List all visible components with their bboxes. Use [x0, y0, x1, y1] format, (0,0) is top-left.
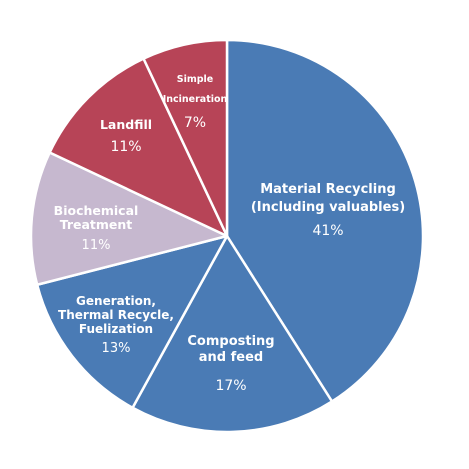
slice-category-label: Incineration	[163, 94, 228, 105]
pie-slice	[29, 151, 229, 286]
pie-labels: Material Recycling (Including valuables) 4…	[54, 74, 405, 394]
pie-slices	[29, 38, 425, 434]
slice-category-label: Composting	[187, 334, 274, 349]
slice-category-label: Thermal Recycle,	[58, 308, 174, 322]
slice-percent-label: 13%	[102, 341, 131, 356]
pie-slice	[48, 57, 229, 238]
slice-category-label: and feed	[199, 350, 263, 365]
slice-label-group: Generation,Thermal Recycle,Fuelization 13…	[58, 294, 174, 356]
pie-slice	[35, 234, 229, 410]
slice-percent-label: 11%	[110, 139, 141, 155]
slice-category-label: (Including valuables)	[251, 200, 405, 215]
slice-percent-label: 7%	[184, 115, 206, 131]
slice-percent-label: 17%	[215, 378, 246, 394]
slice-category-label: Landfill	[100, 117, 152, 132]
pie-slice	[131, 234, 334, 434]
slice-label-group: Material Recycling (Including valuables) 4…	[251, 182, 405, 239]
slice-label-group: Landfill 11%	[100, 117, 152, 155]
slice-category-label: Biochemical	[54, 203, 139, 218]
slice-percent-label: 11%	[82, 238, 111, 253]
slice-percent-label: 41%	[312, 223, 343, 239]
slice-category-label: Material Recycling	[260, 182, 396, 197]
slice-category-label: Generation,	[76, 294, 156, 308]
slice-category-label: Simple	[177, 74, 214, 85]
slice-category-label: Fuelization	[79, 322, 153, 336]
slice-label-group: Simple Incineration 7%	[163, 74, 228, 131]
pie-slice	[142, 38, 229, 238]
slice-category-label: Treatment	[60, 217, 133, 232]
